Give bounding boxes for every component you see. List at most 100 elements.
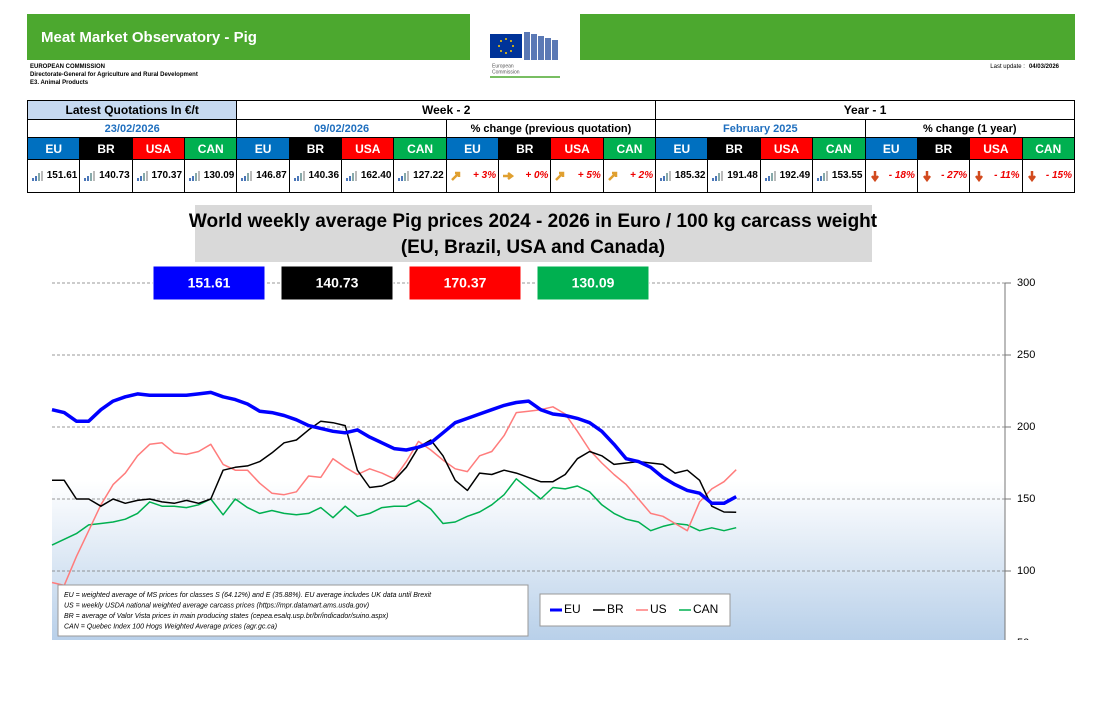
subgroup-cell: 09/02/2026 bbox=[236, 119, 447, 138]
note: BR = average of Valor Vista prices in ma… bbox=[64, 613, 388, 620]
subgroup-cell: February 2025 bbox=[655, 119, 866, 138]
cell-icon bbox=[870, 171, 879, 182]
pct-cell: + 0% bbox=[498, 159, 552, 193]
legend-label: EU bbox=[564, 602, 581, 616]
latest-box bbox=[280, 265, 394, 301]
column-header: BR bbox=[288, 137, 343, 160]
y-tick-label: 250 bbox=[1017, 349, 1035, 361]
pct-cell: - 15% bbox=[1021, 159, 1076, 193]
column-row: EU BR USA CAN EU BR USA CAN EU BR USA CAN EU BR USA CAN… bbox=[26, 137, 1076, 160]
org-line: E3. Animal Products bbox=[30, 80, 89, 86]
legend-label: US bbox=[650, 602, 667, 616]
update-date: 04/03/2026 bbox=[1028, 64, 1059, 70]
column-header: USA bbox=[131, 137, 186, 160]
pct-value: + 5% bbox=[577, 170, 601, 181]
group-row: Latest Quotations In €/t Week - 2 Year - 1 bbox=[26, 100, 1075, 120]
legend-label: CAN bbox=[693, 602, 718, 616]
pct-value: - 27% bbox=[941, 170, 968, 181]
column-header: CAN bbox=[184, 137, 238, 160]
y-tick-label: 300 bbox=[1017, 277, 1035, 289]
org-line: EUROPEAN COMMISSION bbox=[30, 64, 106, 70]
y-tick-label: 200 bbox=[1017, 421, 1035, 433]
price-value: 162.40 bbox=[360, 170, 392, 181]
data-row: 151.61 140.73 170.37 130.09 146.87 140.36 162.… bbox=[26, 159, 1076, 193]
price-cell: 162.40 bbox=[341, 159, 395, 193]
cell-icon bbox=[32, 171, 43, 181]
price-value: 146.87 bbox=[256, 170, 287, 181]
price-cell: 170.37 bbox=[131, 159, 186, 193]
cell-icon bbox=[1027, 171, 1036, 182]
price-value: 151.61 bbox=[46, 170, 78, 181]
column-header: BR bbox=[79, 137, 133, 160]
latest-value: 151.61 bbox=[188, 275, 231, 291]
cell-icon bbox=[346, 171, 358, 181]
price-cell: 151.61 bbox=[26, 159, 81, 193]
price-cell: 192.49 bbox=[759, 159, 814, 193]
pct-cell: + 3% bbox=[445, 159, 500, 193]
price-cell: 130.09 bbox=[184, 159, 238, 193]
last-update: Last update :04/03/2026 bbox=[990, 64, 1059, 70]
cell-icon bbox=[764, 171, 776, 181]
note: US = weekly USDA national weighted avera… bbox=[64, 602, 369, 609]
column-header: EU bbox=[26, 137, 81, 160]
pct-value: - 11% bbox=[994, 170, 1020, 181]
note: CAN = Quebec Index 100 Hogs Weighted Ave… bbox=[64, 623, 277, 630]
price-value: 153.55 bbox=[831, 170, 863, 181]
latest-box bbox=[536, 265, 650, 301]
cell-icon bbox=[975, 171, 984, 182]
cell-icon bbox=[398, 171, 410, 181]
price-value: 140.36 bbox=[308, 170, 340, 181]
group-cell: Week - 2 bbox=[236, 100, 657, 120]
column-header: EU bbox=[445, 137, 500, 160]
column-header: USA bbox=[550, 137, 604, 160]
price-value: 170.37 bbox=[151, 170, 183, 181]
group-cell: Year - 1 bbox=[655, 100, 1075, 120]
pct-cell: - 18% bbox=[864, 159, 918, 193]
legend-box bbox=[539, 593, 731, 627]
y-tick-label: 150 bbox=[1017, 493, 1035, 505]
chart: World weekly average Pig prices 2024 - 2… bbox=[51, 205, 1035, 640]
latest-box bbox=[152, 265, 266, 301]
logo-text: Commission bbox=[492, 69, 520, 75]
subgroup-row: 23/02/2026 09/02/2026% change (previous q… bbox=[26, 119, 1075, 138]
series-line bbox=[51, 390, 738, 506]
column-header: USA bbox=[341, 137, 395, 160]
pct-cell: - 27% bbox=[916, 159, 971, 193]
group-cell: Latest Quotations In €/t bbox=[26, 100, 238, 120]
price-cell: 153.55 bbox=[812, 159, 866, 193]
column-header: USA bbox=[969, 137, 1023, 160]
page-title: Meat Market Observatory - Pig bbox=[41, 29, 257, 46]
pct-cell: + 5% bbox=[550, 159, 604, 193]
plot-background bbox=[52, 283, 1005, 640]
pct-value: + 0% bbox=[525, 170, 549, 181]
pct-value: - 15% bbox=[1045, 170, 1072, 181]
cell-icon bbox=[555, 171, 565, 181]
flag-stars bbox=[498, 38, 514, 54]
price-cell: 140.73 bbox=[79, 159, 133, 193]
chart-title: World weekly average Pig prices 2024 - 2… bbox=[189, 211, 878, 232]
column-header: CAN bbox=[1021, 137, 1076, 160]
latest-value: 170.37 bbox=[444, 275, 487, 291]
pct-cell: - 11% bbox=[969, 159, 1023, 193]
update-label: Last update : bbox=[990, 64, 1025, 70]
price-value: 140.73 bbox=[99, 170, 130, 181]
pct-value: - 18% bbox=[888, 170, 915, 181]
cell-icon bbox=[241, 171, 253, 181]
eu-flag bbox=[490, 34, 522, 58]
note: EU = weighted average of MS prices for c… bbox=[64, 592, 432, 599]
price-cell: 191.48 bbox=[707, 159, 761, 193]
y-tick-label: 100 bbox=[1017, 565, 1035, 577]
subgroup-cell: 23/02/2026 bbox=[26, 119, 238, 138]
price-cell: 140.36 bbox=[288, 159, 343, 193]
latest-value: 140.73 bbox=[316, 275, 359, 291]
column-header: USA bbox=[759, 137, 814, 160]
cell-icon bbox=[84, 171, 96, 181]
pct-value: + 2% bbox=[630, 170, 654, 181]
column-header: EU bbox=[236, 137, 290, 160]
price-cell: 146.87 bbox=[236, 159, 290, 193]
ec-logo: European Commission bbox=[470, 14, 580, 80]
price-value: 192.49 bbox=[779, 170, 811, 181]
logo-graphic: European Commission bbox=[490, 32, 560, 78]
cell-icon bbox=[293, 171, 305, 181]
price-cell: 127.22 bbox=[393, 159, 447, 193]
